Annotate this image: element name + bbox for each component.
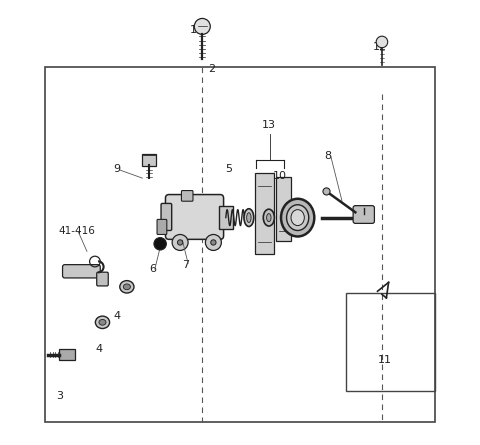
Ellipse shape [287, 205, 309, 231]
Text: 8: 8 [324, 151, 331, 161]
Ellipse shape [264, 209, 275, 226]
Text: 9: 9 [114, 164, 120, 174]
FancyBboxPatch shape [96, 272, 108, 286]
Circle shape [154, 238, 167, 250]
Text: 5: 5 [226, 164, 232, 174]
Text: 6: 6 [149, 264, 156, 274]
Circle shape [205, 235, 221, 251]
FancyBboxPatch shape [353, 206, 374, 223]
Bar [45, 67, 435, 422]
Text: 2: 2 [208, 65, 215, 74]
Text: 10: 10 [273, 171, 287, 181]
Ellipse shape [291, 210, 304, 226]
Circle shape [172, 235, 188, 251]
Text: 3: 3 [56, 391, 63, 400]
Ellipse shape [247, 213, 251, 222]
Text: 4: 4 [96, 344, 103, 354]
Text: 13: 13 [262, 120, 276, 130]
FancyBboxPatch shape [161, 203, 172, 231]
Ellipse shape [99, 320, 106, 325]
FancyBboxPatch shape [276, 177, 291, 241]
Circle shape [194, 18, 210, 34]
Ellipse shape [244, 209, 254, 227]
Text: 1: 1 [190, 24, 197, 35]
Ellipse shape [281, 199, 314, 236]
Text: 4: 4 [114, 311, 120, 321]
Text: 12: 12 [373, 42, 387, 52]
FancyBboxPatch shape [59, 349, 75, 360]
Text: 7: 7 [182, 259, 190, 270]
Circle shape [376, 36, 388, 48]
FancyBboxPatch shape [62, 265, 100, 278]
FancyBboxPatch shape [157, 219, 167, 235]
FancyBboxPatch shape [219, 206, 233, 229]
Bar [347, 294, 435, 391]
Ellipse shape [96, 316, 109, 328]
FancyBboxPatch shape [181, 190, 193, 201]
Ellipse shape [266, 214, 271, 222]
Text: 41-416: 41-416 [58, 227, 95, 236]
FancyBboxPatch shape [142, 154, 156, 166]
Ellipse shape [120, 281, 134, 293]
Text: 11: 11 [377, 355, 392, 365]
Circle shape [323, 188, 330, 195]
Ellipse shape [123, 284, 131, 290]
FancyBboxPatch shape [166, 194, 224, 239]
Circle shape [211, 240, 216, 245]
Circle shape [178, 240, 183, 245]
FancyBboxPatch shape [254, 173, 274, 255]
